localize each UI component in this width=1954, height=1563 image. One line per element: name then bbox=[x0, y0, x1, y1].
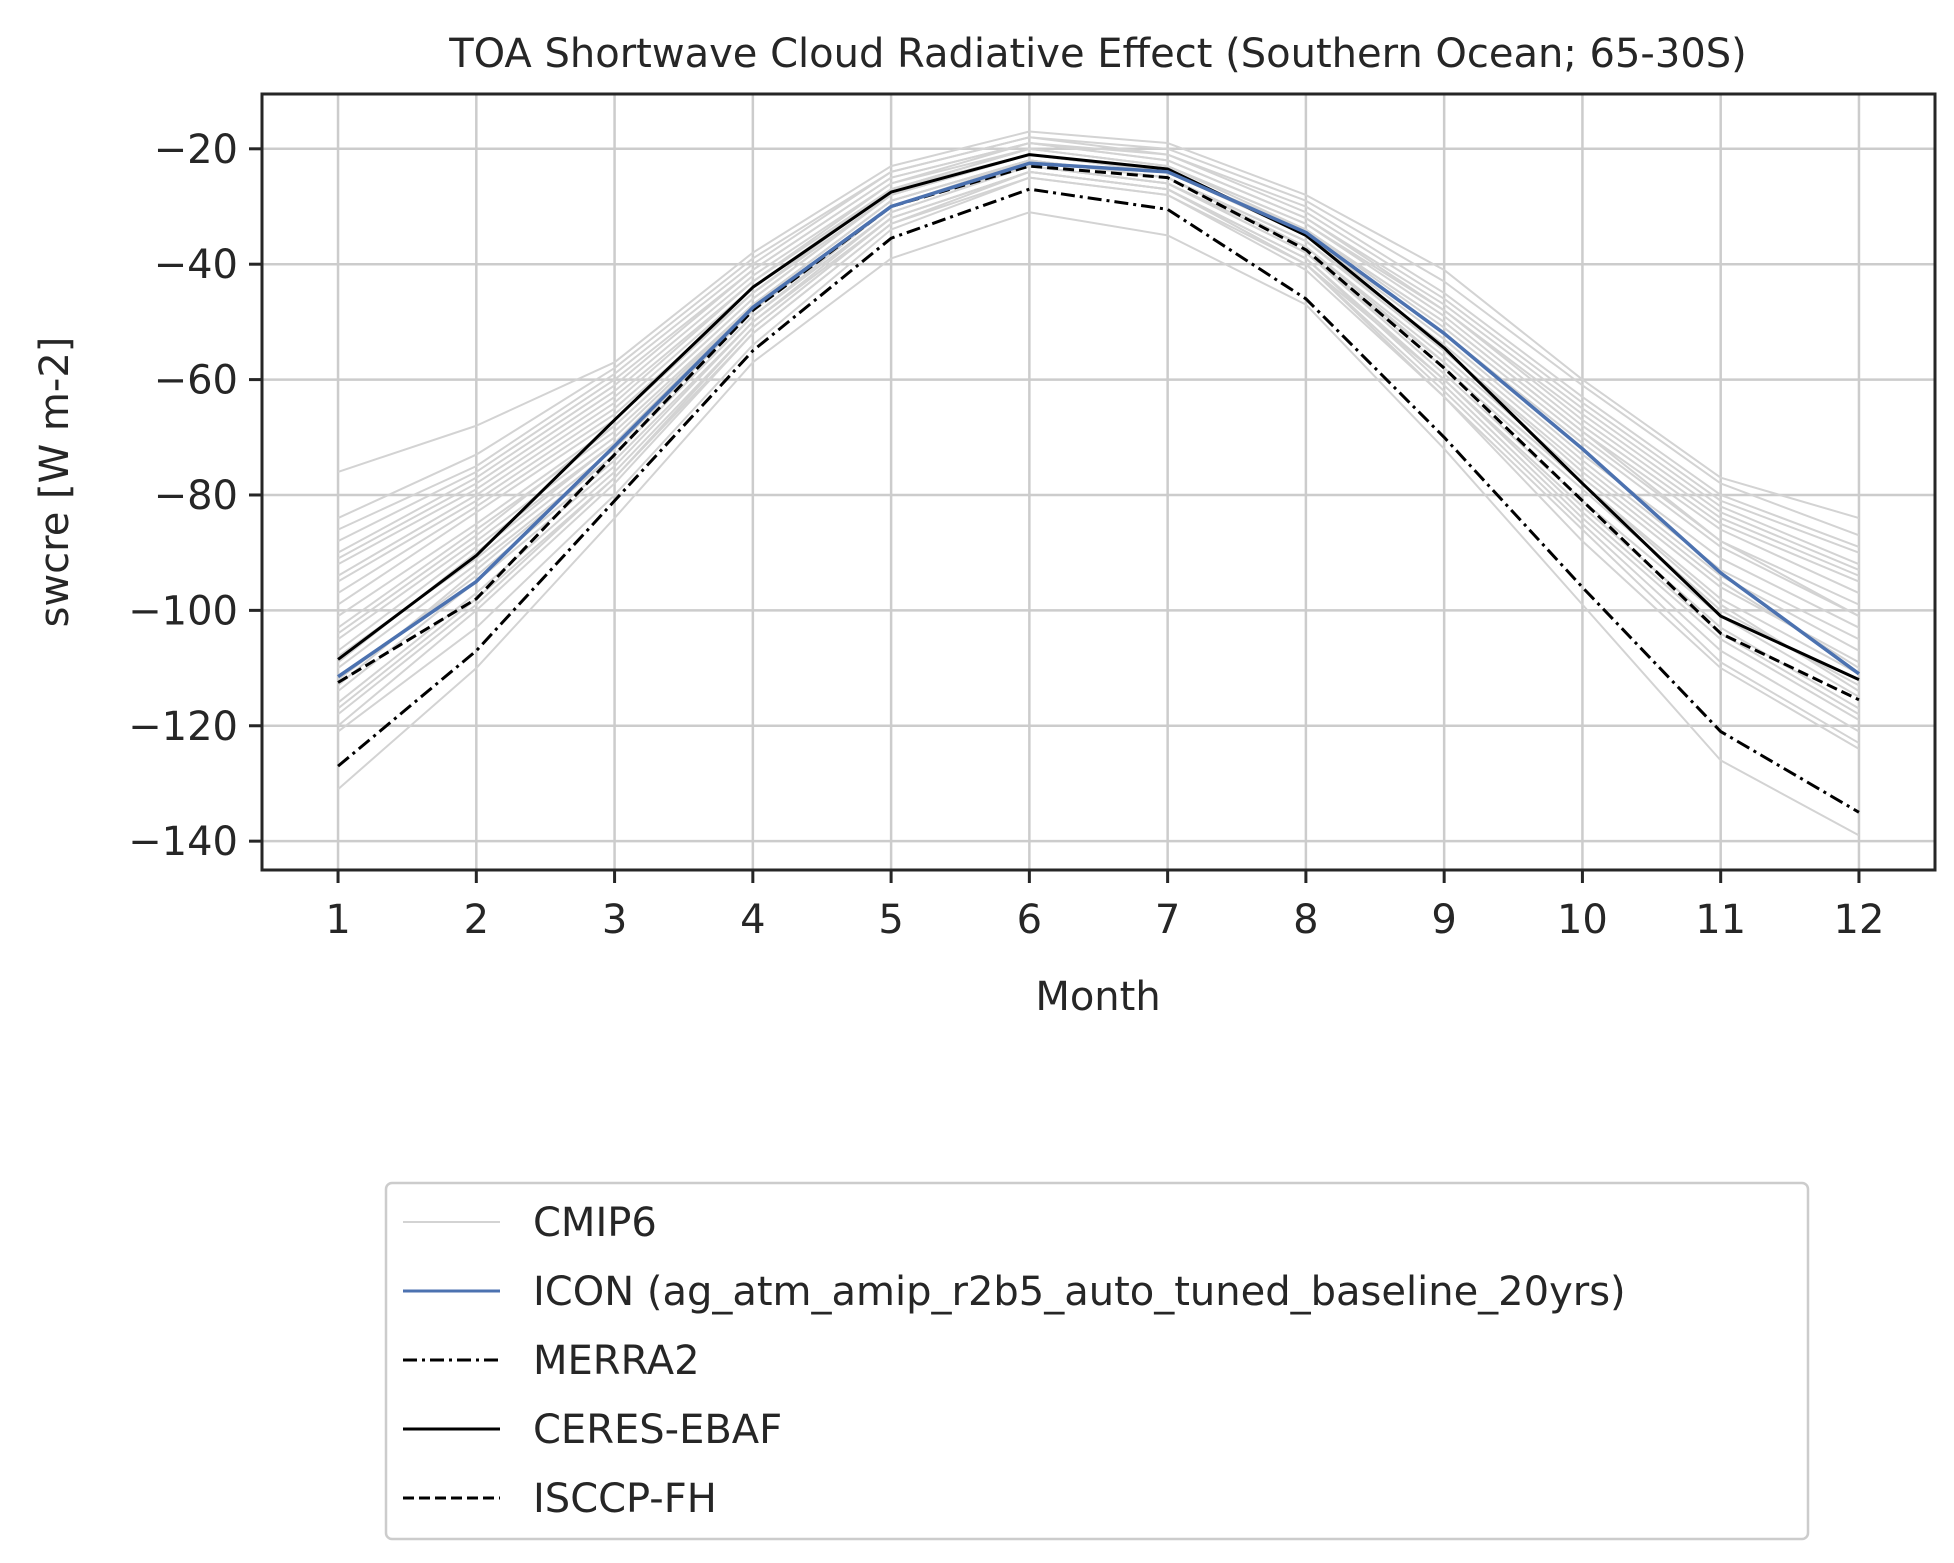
cmip6-member-line-28 bbox=[337, 211, 1860, 837]
legend-box bbox=[384, 1181, 1810, 1541]
plot-frame bbox=[260, 92, 1937, 872]
x-tick-label-8: 8 bbox=[1293, 897, 1318, 943]
series-line-ceres-ebaf bbox=[337, 153, 1860, 681]
y-tick-label-2: −40 bbox=[154, 242, 238, 288]
x-tick-label-3: 3 bbox=[602, 897, 627, 943]
y-tick-label-4: −80 bbox=[154, 473, 238, 519]
x-tick-label-6: 6 bbox=[1017, 897, 1042, 943]
legend: CMIP6 ICON (ag_atm_amip_r2b5_auto_tuned_b… bbox=[384, 1181, 1810, 1541]
legend-label-cmip6: CMIP6 bbox=[533, 1200, 657, 1246]
cmip6-member-line-4 bbox=[337, 142, 1860, 554]
y-axis-label: swcre [W m-2] bbox=[32, 337, 78, 628]
series-line-merra2 bbox=[337, 187, 1860, 814]
legend-label-isccp-fh: ISCCP-FH bbox=[533, 1476, 717, 1522]
y-axis: −20 −40 −60 −80 −100 −120 −140 bbox=[128, 127, 262, 865]
x-tick-label-11: 11 bbox=[1695, 897, 1746, 943]
chart-title: TOA Shortwave Cloud Radiative Effect (So… bbox=[448, 31, 1747, 77]
cmip6-member-line-1 bbox=[337, 130, 1860, 520]
highlighted-series bbox=[337, 153, 1860, 814]
cmip6-member-line-2 bbox=[337, 136, 1860, 537]
x-tick-label-9: 9 bbox=[1431, 897, 1456, 943]
y-tick-label-7: −140 bbox=[128, 819, 238, 865]
cmip6-member-line-6 bbox=[337, 142, 1860, 571]
series-line-icon bbox=[337, 161, 1860, 679]
x-tick-label-5: 5 bbox=[878, 897, 903, 943]
x-tick-label-1: 1 bbox=[325, 897, 350, 943]
y-tick-label-6: −120 bbox=[128, 704, 238, 750]
y-tick-label-1: −20 bbox=[154, 127, 238, 173]
cmip6-member-line-3 bbox=[337, 136, 1860, 548]
x-tick-label-4: 4 bbox=[740, 897, 765, 943]
legend-label-icon: ICON (ag_atm_amip_r2b5_auto_tuned_baseli… bbox=[533, 1269, 1626, 1315]
legend-label-merra2: MERRA2 bbox=[533, 1338, 700, 1384]
cmip6-member-line-27 bbox=[337, 176, 1860, 750]
legend-label-ceres-ebaf: CERES-EBAF bbox=[533, 1407, 782, 1453]
x-tick-label-10: 10 bbox=[1557, 897, 1608, 943]
x-tick-label-2: 2 bbox=[464, 897, 489, 943]
cmip6-member-line-26 bbox=[337, 170, 1860, 716]
cmip6-member-line-9 bbox=[337, 147, 1860, 594]
x-tick-label-12: 12 bbox=[1834, 897, 1885, 943]
x-tick-label-7: 7 bbox=[1155, 897, 1180, 943]
y-tick-label-3: −60 bbox=[154, 358, 238, 404]
x-axis: 1 2 3 4 5 6 7 8 9 10 11 12 bbox=[325, 870, 1884, 943]
y-tick-label-5: −100 bbox=[128, 588, 238, 634]
series-line-isccp-fh bbox=[337, 164, 1860, 702]
x-axis-label: Month bbox=[1035, 974, 1160, 1020]
